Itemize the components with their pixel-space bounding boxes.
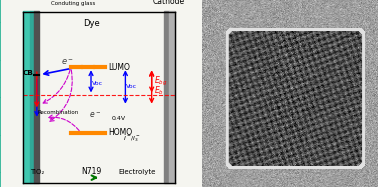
Text: Cathode: Cathode	[153, 0, 185, 6]
Text: 0.4V: 0.4V	[111, 116, 125, 121]
Text: Voc: Voc	[126, 85, 138, 89]
Text: Electrolyte: Electrolyte	[119, 169, 156, 175]
Text: $I^-/I_3^-$: $I^-/I_3^-$	[123, 134, 141, 144]
Bar	[30, 11, 34, 183]
Text: LUMO: LUMO	[108, 63, 130, 72]
Text: HOMO: HOMO	[108, 128, 132, 137]
Text: Conduting glass: Conduting glass	[51, 1, 95, 6]
Text: Voc: Voc	[92, 81, 103, 86]
Bar	[23, 11, 30, 183]
Text: $e^-$: $e^-$	[89, 110, 101, 120]
Text: N719: N719	[81, 167, 101, 176]
Bar	[34, 11, 39, 183]
Text: Recombination: Recombination	[37, 110, 78, 115]
Text: $e^-$: $e^-$	[61, 58, 74, 68]
Text: TiO₂: TiO₂	[30, 169, 44, 175]
Text: CB: CB	[23, 70, 33, 76]
Text: $E_b$: $E_b$	[154, 85, 164, 97]
Text: $E_{bg}$: $E_{bg}$	[154, 75, 167, 88]
Text: Dye: Dye	[83, 19, 99, 28]
Bar	[164, 11, 169, 183]
Bar	[169, 11, 175, 183]
